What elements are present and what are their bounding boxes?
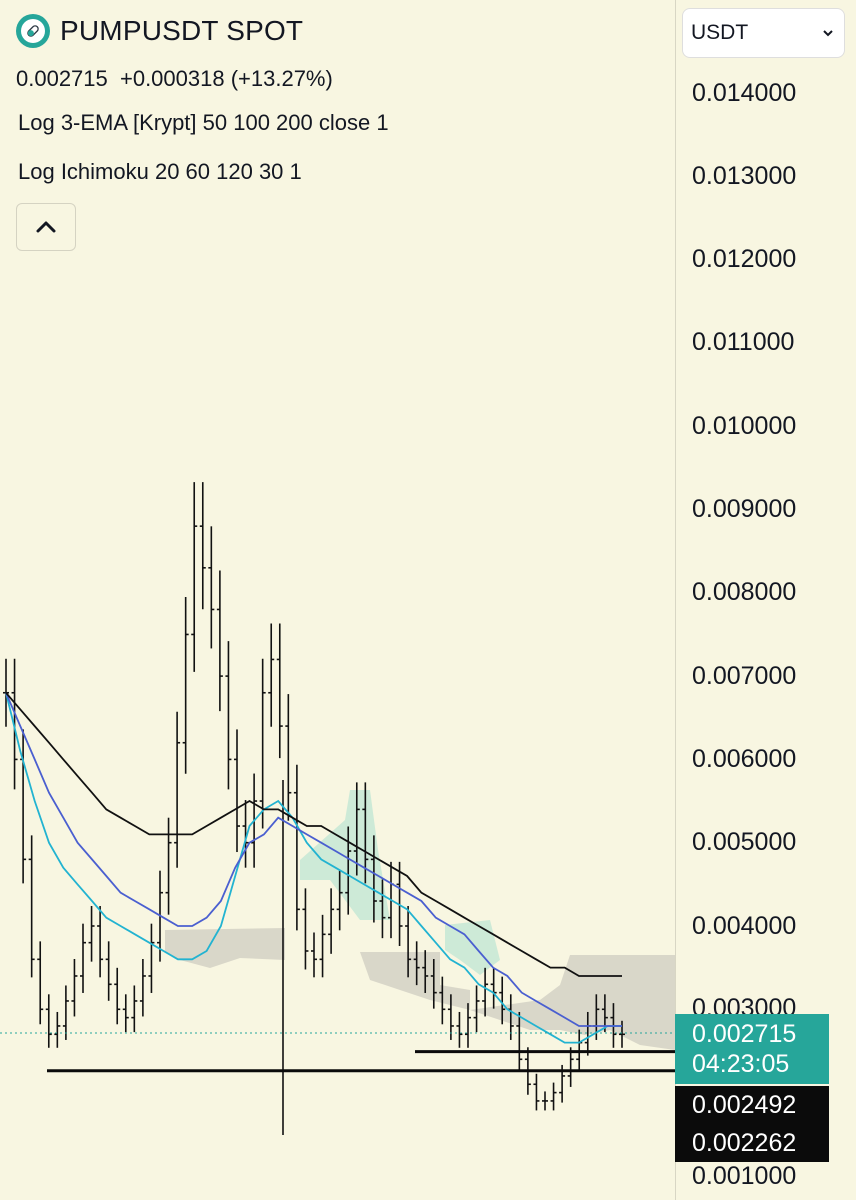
tick-label: 0.014000 — [692, 79, 797, 107]
currency-value: USDT — [691, 21, 749, 44]
chevron-up-icon — [36, 221, 56, 233]
tick-label: 0.013000 — [692, 162, 797, 190]
ema-100-line — [5, 692, 622, 1027]
tick-label: 0.005000 — [692, 828, 797, 856]
symbol-title: PUMPUSDT SPOT — [60, 15, 304, 46]
tick-label: 0.007000 — [692, 662, 797, 690]
tick-label: 0.006000 — [692, 745, 797, 773]
tick-label: 0.009000 — [692, 495, 797, 523]
ema-lines — [5, 692, 622, 1044]
cloud-region — [445, 920, 500, 975]
tick-label: 0.010000 — [692, 412, 797, 440]
pill-token-icon — [16, 14, 50, 48]
tick-label: 0.012000 — [692, 245, 797, 273]
tick-label: 0.011000 — [692, 328, 795, 356]
level-label-2: 0.002262 — [675, 1124, 829, 1162]
indicator-ema-legend[interactable]: Log 3-EMA [Krypt] 50 100 200 close 1 — [18, 110, 389, 135]
price-change: 0.002715 +0.000318 (+13.27%) — [16, 66, 333, 91]
cloud-region — [165, 928, 285, 968]
level-label-1: 0.002492 — [675, 1086, 829, 1124]
tick-label: 0.004000 — [692, 912, 797, 940]
cloud-region — [300, 790, 390, 920]
support-levels — [0, 1032, 675, 1073]
tick-label: 0.001000 — [692, 1162, 797, 1190]
price-bars — [3, 482, 625, 1135]
cloud-region — [470, 955, 675, 1050]
ema-50-line — [5, 692, 622, 1044]
price-axis-separator — [675, 0, 676, 1200]
chevron-down-icon — [823, 30, 833, 37]
collapse-legend-button[interactable] — [16, 203, 76, 251]
indicator-ichimoku-legend[interactable]: Log Ichimoku 20 60 120 30 1 — [18, 159, 302, 184]
ema-200-line — [5, 692, 622, 977]
tick-label: 0.008000 — [692, 578, 797, 606]
ichimoku-cloud — [165, 790, 675, 1050]
currency-select[interactable]: USDT — [682, 8, 845, 58]
last-price-label: 0.002715 04:23:05 — [675, 1014, 829, 1084]
bar-countdown: 04:23:05 — [692, 1050, 790, 1078]
last-price-value: 0.002715 — [692, 1020, 797, 1048]
chart-header: PUMPUSDT SPOT — [16, 14, 303, 48]
